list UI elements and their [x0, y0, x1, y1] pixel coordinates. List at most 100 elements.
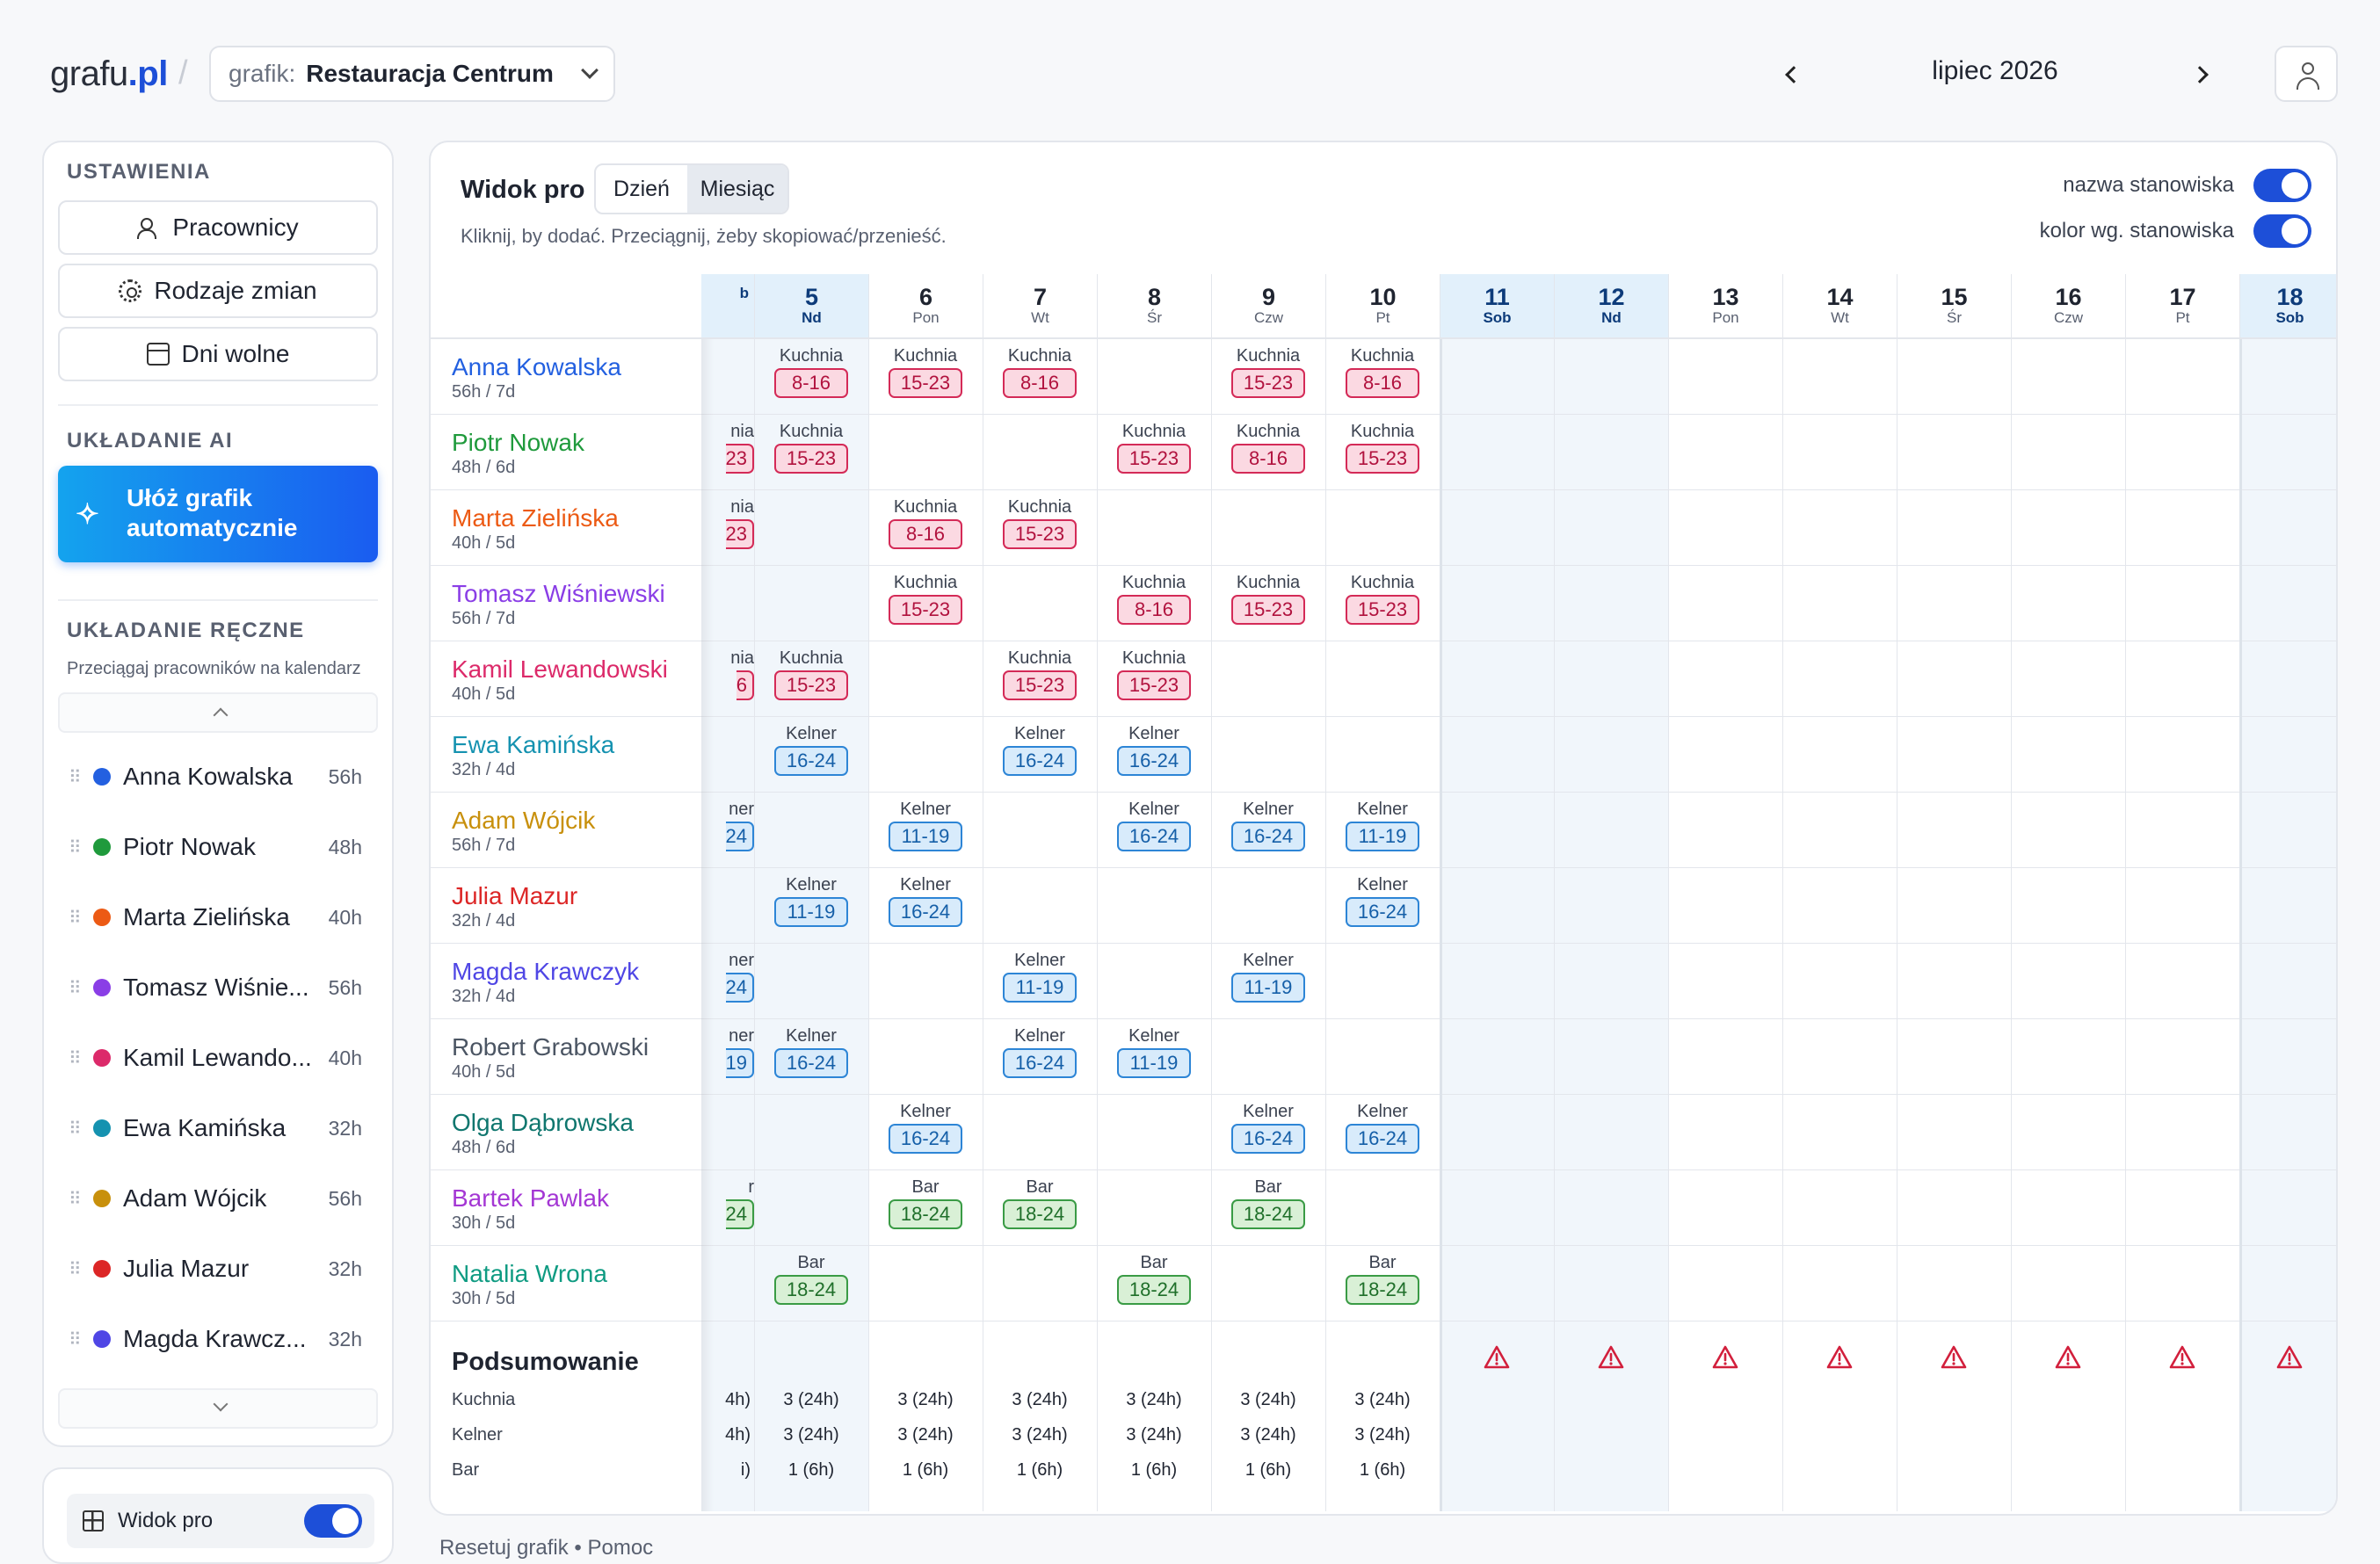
shift-chip[interactable]: Bar 18-24	[990, 1177, 1089, 1229]
employee-row-header[interactable]: Natalia Wrona 30h / 5d	[431, 1246, 701, 1321]
employee-row-header[interactable]: Adam Wójcik 56h / 7d	[431, 793, 701, 868]
shift-chip[interactable]: Kuchnia 15-23	[876, 573, 975, 625]
day-header[interactable]: 7 Wt	[983, 274, 1097, 339]
drag-handle-icon[interactable]: ⠿	[69, 837, 82, 858]
day-header[interactable]: 15 Śr	[1897, 274, 2011, 339]
auto-schedule-button[interactable]: ✧ Ułóż grafik automatycznie	[58, 466, 378, 562]
drag-handle-icon[interactable]: ⠿	[69, 1329, 82, 1350]
day-header[interactable]: 12 Nd	[1554, 274, 1668, 339]
shift-chip[interactable]: nia 23	[680, 422, 754, 474]
shift-chip[interactable]: Bar 18-24	[1105, 1253, 1203, 1305]
shift-chip[interactable]: Kelner 16-24	[1105, 800, 1203, 851]
shift-chip[interactable]: Kuchnia 15-23	[990, 497, 1089, 549]
shift-chip[interactable]: Kuchnia 15-23	[1105, 648, 1203, 700]
shift-chip[interactable]: Kuchnia 8-16	[990, 346, 1089, 398]
shift-chip[interactable]: Kelner 16-24	[1333, 875, 1432, 927]
warning-triangle-icon[interactable]	[2055, 1344, 2081, 1371]
day-header[interactable]: 13 Pon	[1668, 274, 1782, 339]
employee-list-item[interactable]: ⠿ Julia Mazur 32h	[58, 1244, 378, 1293]
employees-button[interactable]: Pracownicy	[58, 200, 378, 255]
shift-chip[interactable]: Kuchnia 15-23	[762, 422, 860, 474]
day-header[interactable]: 10 Pt	[1325, 274, 1440, 339]
day-header[interactable]: 18 Sob	[2239, 274, 2336, 339]
day-header[interactable]: 16 Czw	[2011, 274, 2125, 339]
warning-triangle-icon[interactable]	[1712, 1344, 1738, 1371]
drag-handle-icon[interactable]: ⠿	[69, 1189, 82, 1209]
shift-chip[interactable]: Kuchnia 15-23	[1219, 573, 1317, 625]
shift-chip[interactable]: Kelner 16-24	[876, 1102, 975, 1154]
shift-chip[interactable]: Bar 18-24	[762, 1253, 860, 1305]
shift-chip[interactable]: Kuchnia 15-23	[990, 648, 1089, 700]
scroll-up-button[interactable]	[58, 692, 378, 733]
drag-handle-icon[interactable]: ⠿	[69, 1119, 82, 1139]
employee-row-header[interactable]: Olga Dąbrowska 48h / 6d	[431, 1095, 701, 1170]
employee-list-item[interactable]: ⠿ Marta Zielińska 40h	[58, 893, 378, 942]
shift-chip[interactable]: nia 6	[680, 648, 754, 700]
shift-chip[interactable]: Kelner 11-19	[1219, 951, 1317, 1003]
shift-chip[interactable]: Kelner 16-24	[990, 724, 1089, 776]
shift-chip[interactable]: Kelner 11-19	[762, 875, 860, 927]
shift-chip[interactable]: Kuchnia 15-23	[876, 346, 975, 398]
app-logo[interactable]: grafu.pl	[50, 54, 168, 94]
shift-chip[interactable]: Bar 18-24	[876, 1177, 975, 1229]
day-header[interactable]: 17 Pt	[2125, 274, 2239, 339]
shift-chip[interactable]: Kelner 11-19	[1333, 800, 1432, 851]
employee-row-header[interactable]: Ewa Kamińska 32h / 4d	[431, 717, 701, 793]
shift-chip[interactable]: ner 24	[680, 800, 754, 851]
shift-chip[interactable]: Kelner 16-24	[876, 875, 975, 927]
shift-chip[interactable]: Kuchnia 8-16	[1219, 422, 1317, 474]
shift-chip[interactable]: Kelner 16-24	[762, 1026, 860, 1078]
shift-chip[interactable]: Kelner 16-24	[762, 724, 860, 776]
shift-chip[interactable]: nia 23	[680, 497, 754, 549]
drag-handle-icon[interactable]: ⠿	[69, 1259, 82, 1279]
employee-row-header[interactable]: Magda Krawczyk 32h / 4d	[431, 944, 701, 1019]
shift-chip[interactable]: Kuchnia 8-16	[876, 497, 975, 549]
employee-row-header[interactable]: Tomasz Wiśniewski 56h / 7d	[431, 566, 701, 641]
shift-chip[interactable]: Kelner 16-24	[1219, 800, 1317, 851]
user-menu-button[interactable]	[2275, 46, 2338, 102]
day-header[interactable]: 8 Śr	[1097, 274, 1211, 339]
shift-chip[interactable]: Bar 18-24	[1333, 1253, 1432, 1305]
shift-chip[interactable]: Kuchnia 15-23	[1333, 573, 1432, 625]
shift-chip[interactable]: Kuchnia 15-23	[1219, 346, 1317, 398]
drag-handle-icon[interactable]: ⠿	[69, 978, 82, 998]
position-color-toggle[interactable]	[2253, 214, 2311, 248]
drag-handle-icon[interactable]: ⠿	[69, 908, 82, 928]
shift-chip[interactable]: Bar 18-24	[1219, 1177, 1317, 1229]
shift-chip[interactable]: Kuchnia 15-23	[1105, 422, 1203, 474]
day-header[interactable]: 11 Sob	[1440, 274, 1554, 339]
warning-triangle-icon[interactable]	[1941, 1344, 1967, 1371]
shift-chip[interactable]: Kelner 11-19	[1105, 1026, 1203, 1078]
employee-list-item[interactable]: ⠿ Adam Wójcik 56h	[58, 1174, 378, 1223]
shift-chip[interactable]: Kuchnia 15-23	[762, 648, 860, 700]
shift-types-button[interactable]: Rodzaje zmian	[58, 264, 378, 318]
scroll-down-button[interactable]	[58, 1388, 378, 1429]
drag-handle-icon[interactable]: ⠿	[69, 767, 82, 787]
shift-chip[interactable]: r 24	[680, 1177, 754, 1229]
footer-links[interactable]: Resetuj grafik • Pomoc	[439, 1536, 654, 1560]
employee-list-item[interactable]: ⠿ Piotr Nowak 48h	[58, 822, 378, 872]
employee-row-header[interactable]: Bartek Pawlak 30h / 5d	[431, 1170, 701, 1246]
shift-chip[interactable]: Kelner 16-24	[1105, 724, 1203, 776]
shift-chip[interactable]: ner 19	[680, 1026, 754, 1078]
employee-row-header[interactable]: Robert Grabowski 40h / 5d	[431, 1019, 701, 1095]
shift-chip[interactable]: Kuchnia 8-16	[1105, 573, 1203, 625]
warning-triangle-icon[interactable]	[1484, 1344, 1510, 1371]
shift-chip[interactable]: Kuchnia 8-16	[762, 346, 860, 398]
pro-view-toggle[interactable]	[304, 1504, 362, 1538]
shift-chip[interactable]: Kelner 11-19	[876, 800, 975, 851]
employee-list-item[interactable]: ⠿ Magda Krawcz... 32h	[58, 1314, 378, 1364]
warning-triangle-icon[interactable]	[2276, 1344, 2303, 1371]
day-header[interactable]: b	[701, 274, 754, 339]
employee-row-header[interactable]: Julia Mazur 32h / 4d	[431, 868, 701, 944]
employee-list-item[interactable]: ⠿ Tomasz Wiśnie... 56h	[58, 963, 378, 1012]
shift-chip[interactable]: Kelner 16-24	[1219, 1102, 1317, 1154]
day-header[interactable]: 14 Wt	[1782, 274, 1897, 339]
day-header[interactable]: 6 Pon	[868, 274, 983, 339]
shift-chip[interactable]: Kelner 16-24	[990, 1026, 1089, 1078]
employee-row-header[interactable]: Marta Zielińska 40h / 5d	[431, 490, 701, 566]
warning-triangle-icon[interactable]	[1826, 1344, 1853, 1371]
next-month-button[interactable]	[2178, 53, 2222, 97]
warning-triangle-icon[interactable]	[2169, 1344, 2195, 1371]
view-month-tab[interactable]: Miesiąc	[687, 165, 787, 213]
